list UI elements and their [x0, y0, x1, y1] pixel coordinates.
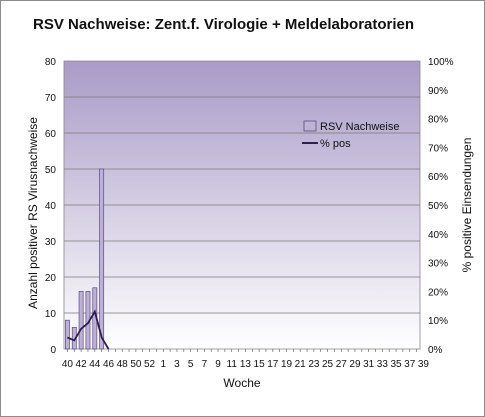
- right-tick-label: 100%: [428, 57, 454, 68]
- x-tick-label: 21: [295, 359, 307, 370]
- gridlines: [64, 96, 420, 314]
- right-tick-label: 40%: [428, 230, 448, 241]
- x-tick-label: 33: [377, 359, 389, 370]
- x-tick-label: 23: [308, 359, 320, 370]
- x-tick-label: 25: [322, 359, 334, 370]
- x-tick-label: 42: [76, 359, 88, 370]
- x-tick-label: 1: [160, 359, 166, 370]
- x-tick-label: 44: [89, 359, 101, 370]
- left-axis-ticks: 0 10 20 30 40 50 60 70 80: [45, 57, 57, 356]
- legend-label-line: % pos: [320, 138, 351, 150]
- x-tick-label: 7: [202, 359, 208, 370]
- left-tick-label: 20: [45, 273, 57, 284]
- x-tick-label: 15: [254, 359, 266, 370]
- left-tick-label: 40: [45, 201, 57, 212]
- x-tick-label: 39: [418, 359, 430, 370]
- x-tick-label: 19: [281, 359, 293, 370]
- line-series-pct-pos: [67, 309, 110, 350]
- chart-title: RSV Nachweise: Zent.f. Virologie + Melde…: [33, 16, 414, 33]
- x-tick-label: 17: [267, 359, 279, 370]
- x-tick-label: 40: [62, 359, 74, 370]
- legend: RSV Nachweise % pos: [302, 120, 399, 150]
- x-tick-label: 46: [103, 359, 115, 370]
- left-tick-label: 30: [45, 237, 57, 248]
- x-tick-label: 35: [390, 359, 402, 370]
- right-tick-label: 30%: [428, 259, 448, 270]
- x-tick-label: 3: [174, 359, 180, 370]
- bar-series-rsv-nachweise: [65, 168, 105, 350]
- x-tick-label: 29: [349, 359, 361, 370]
- right-axis-ticks: 0% 10% 20% 30% 40% 50% 60% 70% 80% 90% 100%: [428, 57, 454, 356]
- left-axis-title: Anzahl positiver RS Virusnachweise: [26, 117, 40, 309]
- x-tick-label: 52: [144, 359, 156, 370]
- left-tick-label: 0: [50, 345, 56, 356]
- left-tick-label: 10: [45, 309, 57, 320]
- right-tick-label: 50%: [428, 201, 448, 212]
- right-tick-label: 60%: [428, 172, 448, 183]
- x-axis-title: Woche: [223, 376, 260, 390]
- right-axis-title: % positive Einsendungen: [460, 138, 474, 273]
- bar: [78, 291, 84, 350]
- line-path: [67, 309, 110, 350]
- x-tick-label: 37: [404, 359, 416, 370]
- right-tick-label: 80%: [428, 115, 448, 126]
- left-tick-label: 80: [45, 57, 57, 68]
- x-axis-ticks: 40 42 44 46 48 50 52 1 3 5 7 9 11 13 15 17 19 21 23 25 27 29 3…: [62, 349, 430, 370]
- x-tick-label: 9: [215, 359, 221, 370]
- x-tick-label: 11: [227, 359, 238, 370]
- right-tick-label: 10%: [428, 316, 448, 327]
- right-tick-label: 70%: [428, 143, 448, 154]
- left-tick-label: 60: [45, 129, 57, 140]
- right-tick-label: 20%: [428, 287, 448, 298]
- x-tick-label: 31: [363, 359, 375, 370]
- bar: [65, 319, 70, 350]
- x-tick-label: 50: [130, 359, 142, 370]
- x-tick-label: 5: [188, 359, 194, 370]
- bar: [99, 168, 105, 350]
- x-tick-label: 27: [336, 359, 348, 370]
- x-tick-label: 48: [117, 359, 129, 370]
- left-tick-label: 70: [45, 93, 57, 104]
- right-tick-label: 90%: [428, 86, 448, 97]
- right-tick-label: 0%: [428, 345, 443, 356]
- legend-swatch-bar: [303, 120, 317, 132]
- legend-label-bar: RSV Nachweise: [320, 121, 399, 133]
- left-tick-label: 50: [45, 165, 57, 176]
- x-tick-label: 13: [240, 359, 252, 370]
